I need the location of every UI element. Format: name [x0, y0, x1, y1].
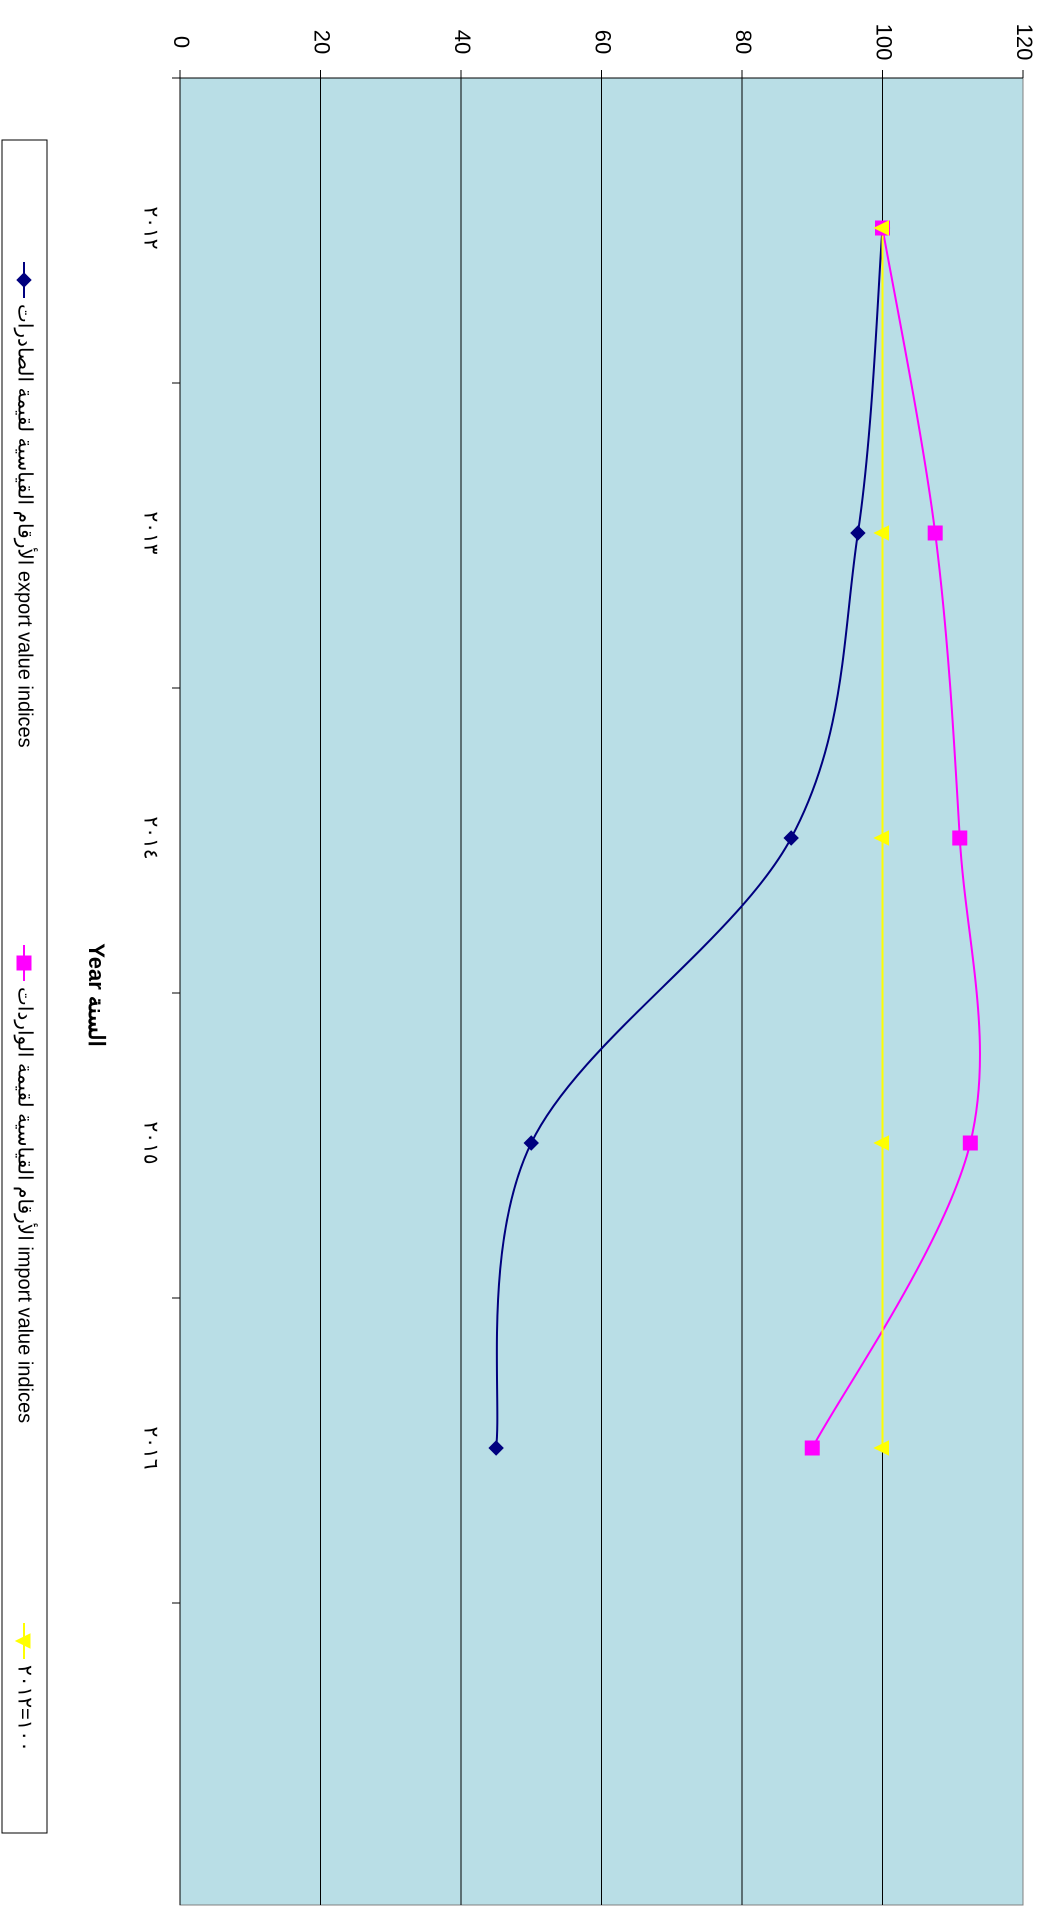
data-point-diamond — [850, 525, 866, 541]
value-tick-label: 120 — [1012, 24, 1037, 61]
legend-box — [1, 139, 48, 1834]
legend-label: الأرقام القياسية لقيمة الواردات import v… — [14, 987, 39, 1423]
x-axis-title: Year السنة — [84, 943, 109, 1046]
series-markers — [488, 220, 978, 1456]
category-tick-label: ٢٠١٦ — [140, 1427, 162, 1470]
category-tick-label: ٢٠١٥ — [140, 1122, 162, 1165]
legend-swatch-marker — [16, 955, 32, 971]
data-point-square — [962, 1135, 978, 1151]
legend-swatch-marker — [14, 1633, 31, 1649]
legend-label: الأرقام القياسية لقيمة الصادرات export v… — [14, 304, 39, 748]
data-point-triangle — [873, 1440, 889, 1456]
value-tick-label: 40 — [450, 30, 475, 54]
value-tick-label: 60 — [591, 30, 616, 54]
axes — [172, 77, 1023, 1905]
value-tick-label: 100 — [872, 24, 897, 61]
data-point-diamond — [523, 1135, 539, 1151]
value-tick-label: 20 — [310, 30, 335, 54]
data-point-square — [927, 525, 943, 541]
category-tick-label: ٢٠١٢ — [140, 207, 162, 250]
legend-label: ١٠٠=٢٠١٢ — [14, 1665, 36, 1752]
legend: الأرقام القياسية لقيمة الصادرات export v… — [1, 139, 48, 1834]
series-line-1 — [495, 227, 884, 1449]
legend-items: الأرقام القياسية لقيمة الصادرات export v… — [14, 262, 39, 1752]
legend-swatch-marker — [16, 272, 32, 288]
value-tick-label: 80 — [731, 30, 756, 54]
category-axis-tick-labels: ٢٠١٢ ٢٠١٣ ٢٠١٤ ٢٠١٥ ٢٠١٦ — [140, 207, 162, 1470]
data-point-triangle — [873, 830, 889, 846]
data-point-triangle — [873, 220, 889, 236]
data-point-square — [952, 830, 968, 846]
value-axis-tick-labels: 0 20 40 60 80 100 120 — [169, 24, 1037, 61]
data-point-triangle — [873, 525, 889, 541]
data-point-triangle — [873, 1135, 889, 1151]
data-point-square — [804, 1440, 820, 1456]
value-tick-label: 0 — [169, 36, 194, 48]
data-point-diamond — [783, 830, 799, 846]
category-tick-label: ٢٠١٣ — [140, 512, 162, 555]
data-point-diamond — [488, 1440, 504, 1456]
category-tick-label: ٢٠١٤ — [140, 817, 162, 860]
